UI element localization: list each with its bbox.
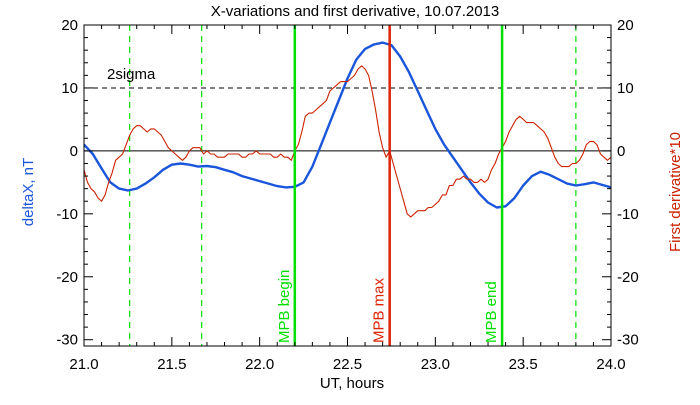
y-tick-label-right: -10 (617, 206, 639, 223)
sigma-annotation: 2sigma (107, 66, 156, 83)
marker-label-mpb-max: MPB max (371, 277, 388, 343)
y-tick-label-left: 10 (61, 80, 78, 97)
y-tick-label-right: -20 (617, 269, 639, 286)
y-tick-label-right: -30 (617, 332, 639, 349)
axis-ticks: 21.0 21.5 22.0 22.5 23.0 23.5 24.0 20 10 0 -10 -20 -… (56, 17, 638, 373)
chart-title: X-variations and first derivative, 10.07… (211, 3, 500, 20)
y-tick-label-left: 0 (70, 143, 78, 160)
data-series (84, 25, 611, 346)
y-tick-label-right: 0 (617, 143, 625, 160)
plot-frame (83, 24, 612, 347)
marker-labels: MPB begin MPB max MPB end (276, 270, 500, 343)
x-tick-label: 21.5 (157, 356, 186, 373)
y-tick-label-left: -20 (56, 269, 78, 286)
x-tick-label: 22.0 (245, 356, 274, 373)
y-tick-label-left: -10 (56, 206, 78, 223)
x-tick-label: 22.5 (333, 356, 362, 373)
x-tick-label: 21.0 (69, 356, 98, 373)
reference-lines (84, 25, 611, 346)
series-line-derivative (84, 65, 611, 218)
y-axis-label-right: First derivative*10 (667, 132, 684, 252)
y-tick-label-right: 20 (617, 17, 634, 34)
x-tick-label: 23.5 (509, 356, 538, 373)
y-tick-label-left: 20 (61, 17, 78, 34)
series-line-deltaX (84, 41, 611, 209)
marker-label-mpb-begin: MPB begin (276, 270, 293, 343)
x-axis-label: UT, hours (320, 375, 384, 392)
x-tick-label: 24.0 (596, 356, 625, 373)
marker-label-mpb-end: MPB end (483, 281, 500, 343)
y-tick-label-left: -30 (56, 332, 78, 349)
y-axis-label-left: deltaX, nT (20, 158, 37, 226)
plot-border (83, 24, 612, 347)
x-tick-label: 23.0 (421, 356, 450, 373)
y-tick-label-right: 10 (617, 80, 634, 97)
